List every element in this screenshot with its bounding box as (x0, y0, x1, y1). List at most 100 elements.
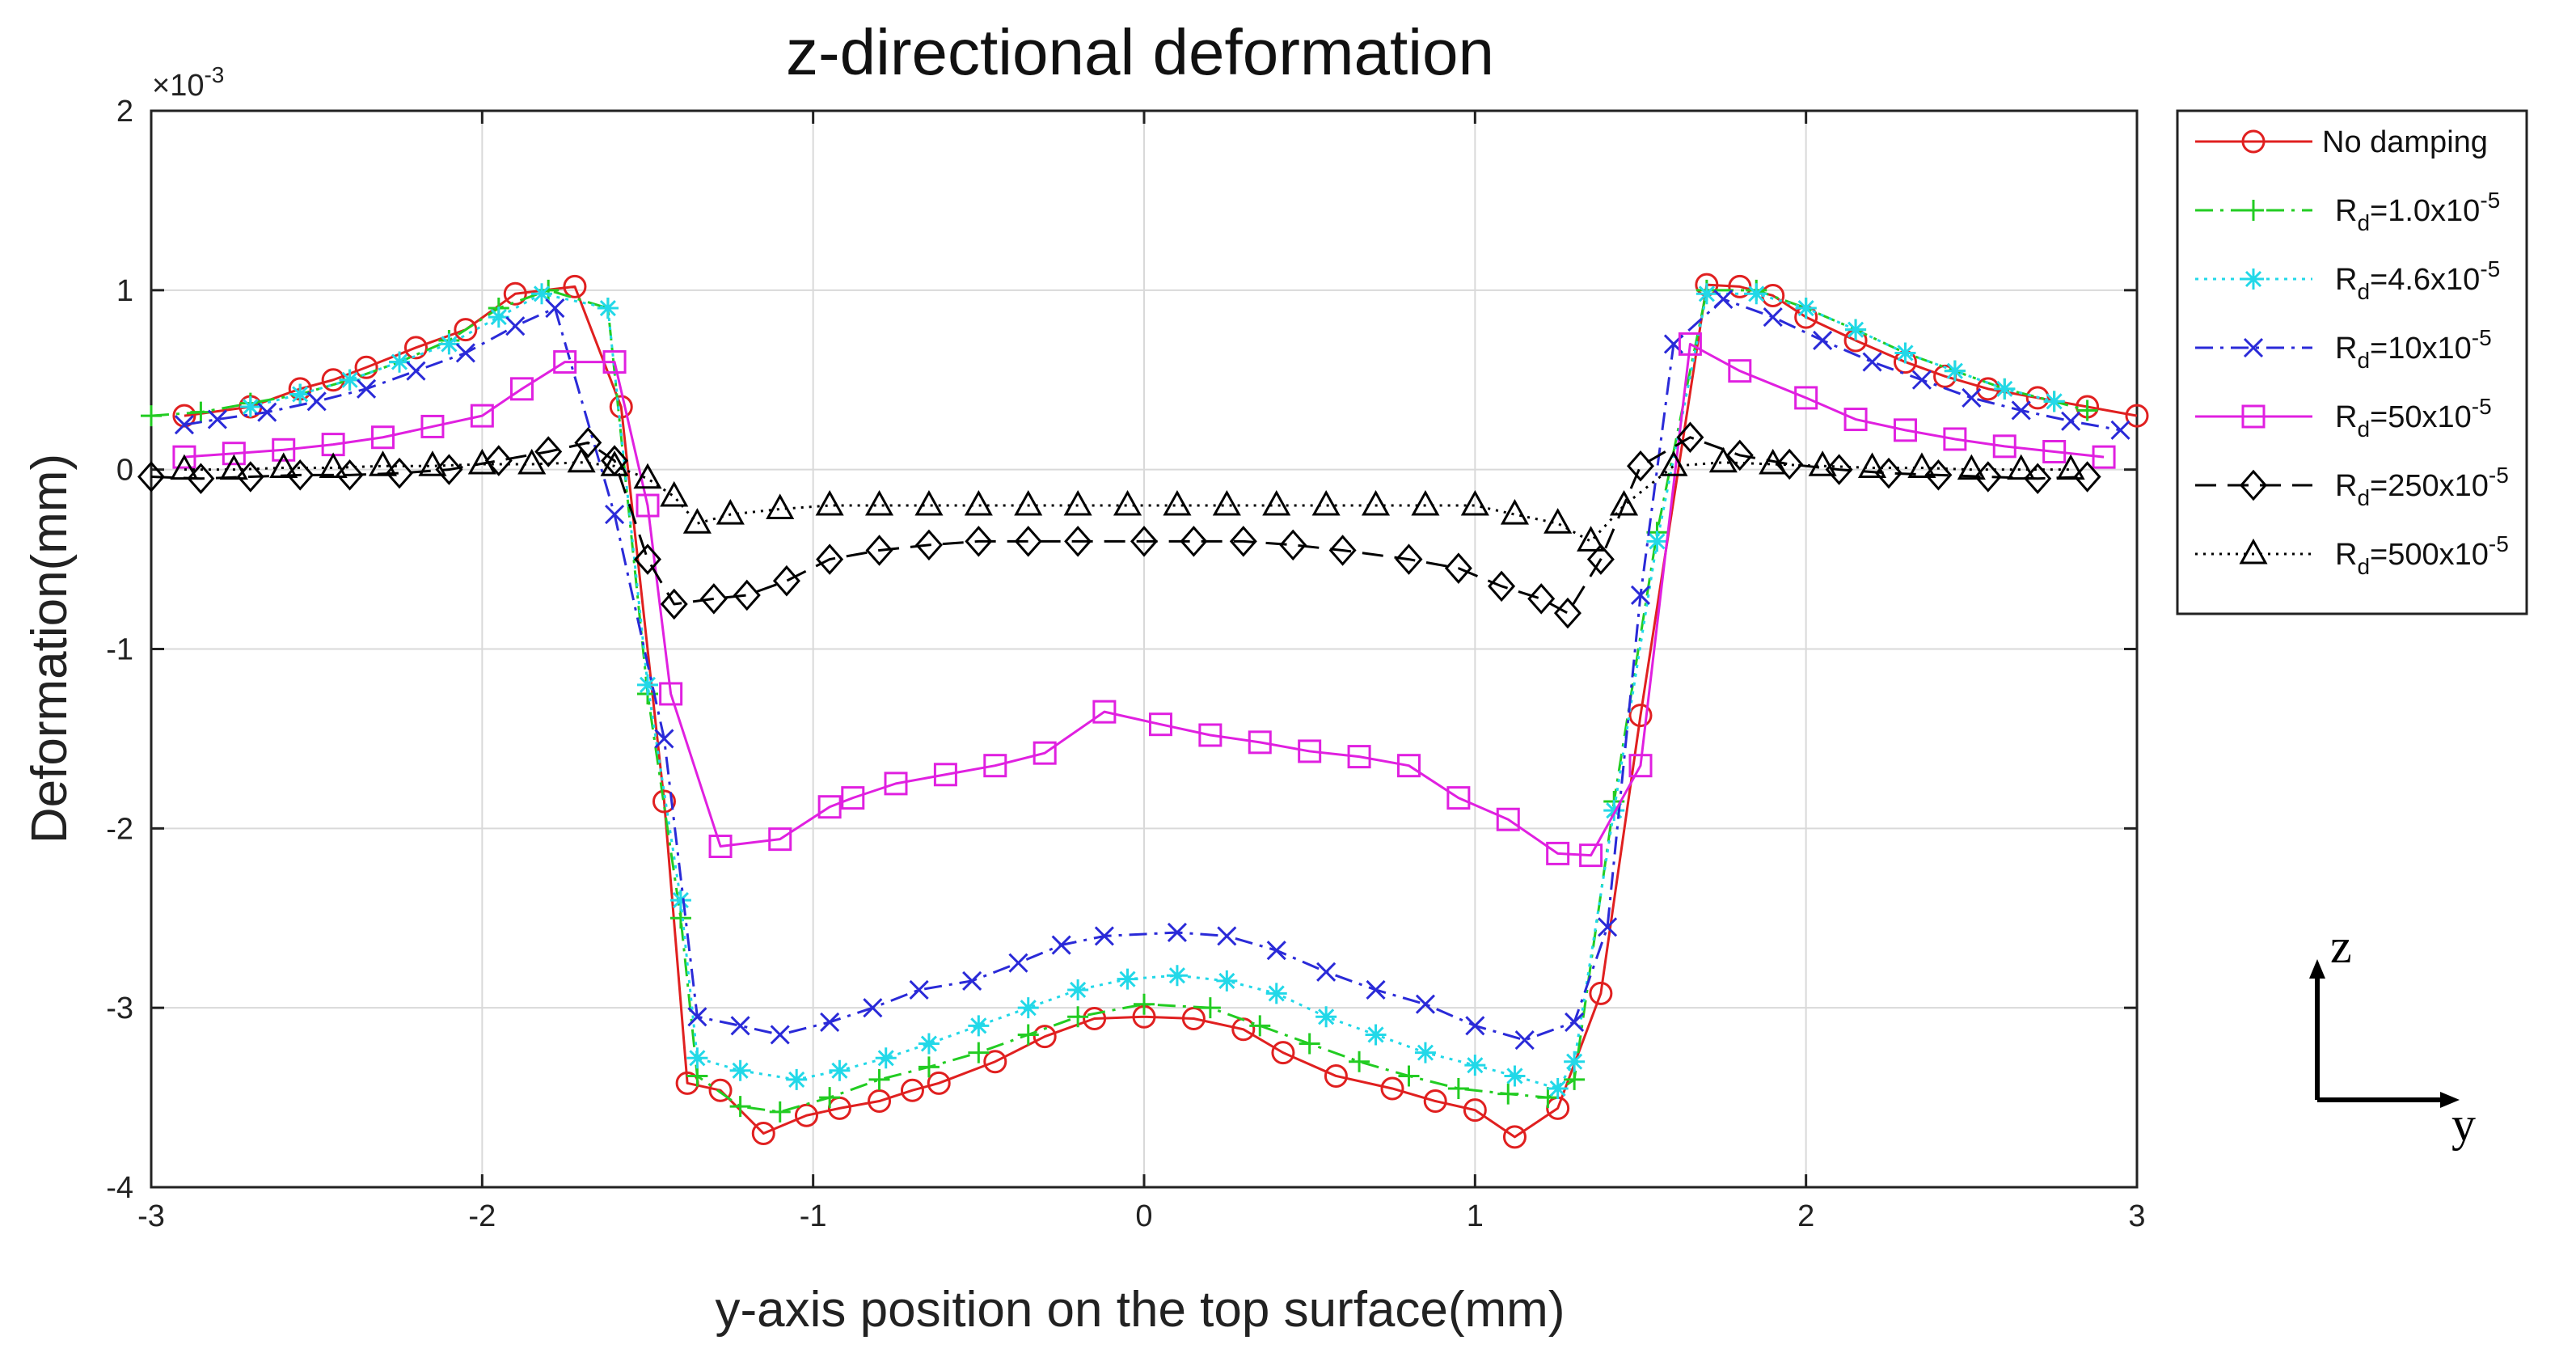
legend-label-tail: =4.6x10 (2370, 263, 2480, 297)
data-point (1279, 529, 1307, 561)
series-line (184, 342, 2105, 857)
x-tick-label: 3 (2128, 1199, 2145, 1233)
data-point (534, 436, 563, 467)
data-point (1547, 1077, 1569, 1099)
data-point (968, 1042, 990, 1063)
series-group (137, 273, 2149, 1149)
data-point (686, 1047, 708, 1069)
data-point (900, 1078, 924, 1102)
data-point (1212, 489, 1241, 516)
data-point (1166, 965, 1188, 987)
data-point (1857, 452, 1887, 478)
legend-marker (2239, 538, 2268, 564)
data-point (868, 1068, 890, 1090)
legend-marker (2241, 129, 2266, 154)
data-point (1033, 741, 1057, 765)
data-point (868, 1089, 892, 1114)
data-point (1565, 1012, 1585, 1032)
data-point (1217, 926, 1237, 946)
data-point (609, 395, 633, 419)
data-point (636, 493, 660, 518)
data-point (794, 1103, 818, 1127)
legend-label: Rd=10x10-5 (2335, 325, 2492, 373)
data-point (1708, 446, 1738, 473)
legend-label-main: R (2335, 194, 2357, 228)
series-line (250, 292, 2055, 1090)
y-tick-label: -1 (106, 633, 133, 667)
data-point (1514, 1030, 1535, 1051)
data-point (964, 489, 993, 516)
legend-marker (2243, 200, 2264, 221)
data-point (1553, 597, 1581, 629)
y-exponent-label: ×10-3 (152, 62, 224, 103)
data-point (1564, 1068, 1586, 1090)
y-arrowhead (2440, 1092, 2460, 1108)
data-point (1265, 983, 1287, 1004)
data-point (1014, 489, 1043, 516)
legend-label: Rd=250x10-5 (2335, 463, 2509, 510)
data-point (1598, 917, 1618, 937)
data-point (1659, 450, 1688, 476)
data-point (1167, 922, 1187, 943)
data-point (1725, 439, 1754, 471)
data-point (467, 448, 496, 475)
data-point (766, 493, 795, 519)
data-point (1589, 981, 1613, 1005)
data-point (914, 529, 943, 561)
data-point (1502, 1125, 1527, 1149)
legend-label-main: R (2335, 263, 2357, 297)
data-point (1067, 979, 1089, 1000)
legend-entry: Rd=500x10-5 (2195, 531, 2509, 579)
data-point (1577, 526, 1606, 552)
data-point (272, 438, 296, 462)
data-point (1083, 1006, 1107, 1030)
data-point (1564, 1051, 1586, 1072)
data-point (1696, 283, 1717, 305)
data-point (770, 1025, 790, 1045)
data-point (1586, 543, 1615, 575)
y-tick-label: 0 (116, 454, 133, 488)
data-point (1113, 489, 1142, 516)
data-point (406, 361, 426, 381)
data-point (371, 425, 395, 450)
legend: No dampingRd=1.0x10-5Rd=4.6x10-5Rd=10x10… (2176, 109, 2528, 615)
data-point (1825, 454, 1853, 485)
data-point (819, 1087, 841, 1109)
data-point (172, 445, 196, 469)
data-point (2110, 420, 2130, 440)
series-line (184, 298, 2121, 1042)
legend-label-tail: =50x10 (2370, 400, 2472, 434)
data-point (1962, 387, 1982, 408)
data-point (602, 350, 627, 374)
legend-label-tail: =500x10 (2370, 538, 2489, 572)
data-point (553, 350, 577, 374)
data-point (1446, 786, 1471, 810)
data-point (786, 1068, 808, 1090)
data-point (1380, 1076, 1404, 1101)
data-point (1396, 754, 1421, 778)
data-point (1033, 1025, 1057, 1049)
data-point (751, 1121, 775, 1145)
legend-label: Rd=1.0x10-5 (2335, 188, 2500, 235)
data-point (1808, 450, 1837, 476)
data-point (1148, 712, 1172, 737)
legend-label-tail: =10x10 (2370, 332, 2472, 366)
data-point (1630, 585, 1651, 606)
data-point (1843, 408, 1868, 432)
data-point (1464, 1055, 1486, 1076)
legend-marker (2241, 404, 2266, 429)
data-point (633, 463, 662, 489)
data-point (1759, 448, 1788, 475)
data-point (1444, 552, 1472, 584)
x-tick-label: 2 (1797, 1199, 1814, 1233)
legend-label-superscript: -5 (2489, 531, 2509, 556)
data-point (708, 1078, 733, 1102)
data-point (2092, 445, 2116, 469)
data-point (1992, 434, 2016, 459)
data-point (1415, 994, 1435, 1014)
data-point (2011, 400, 2031, 421)
data-point (815, 489, 844, 516)
data-point (864, 489, 894, 516)
data-point (418, 450, 447, 476)
